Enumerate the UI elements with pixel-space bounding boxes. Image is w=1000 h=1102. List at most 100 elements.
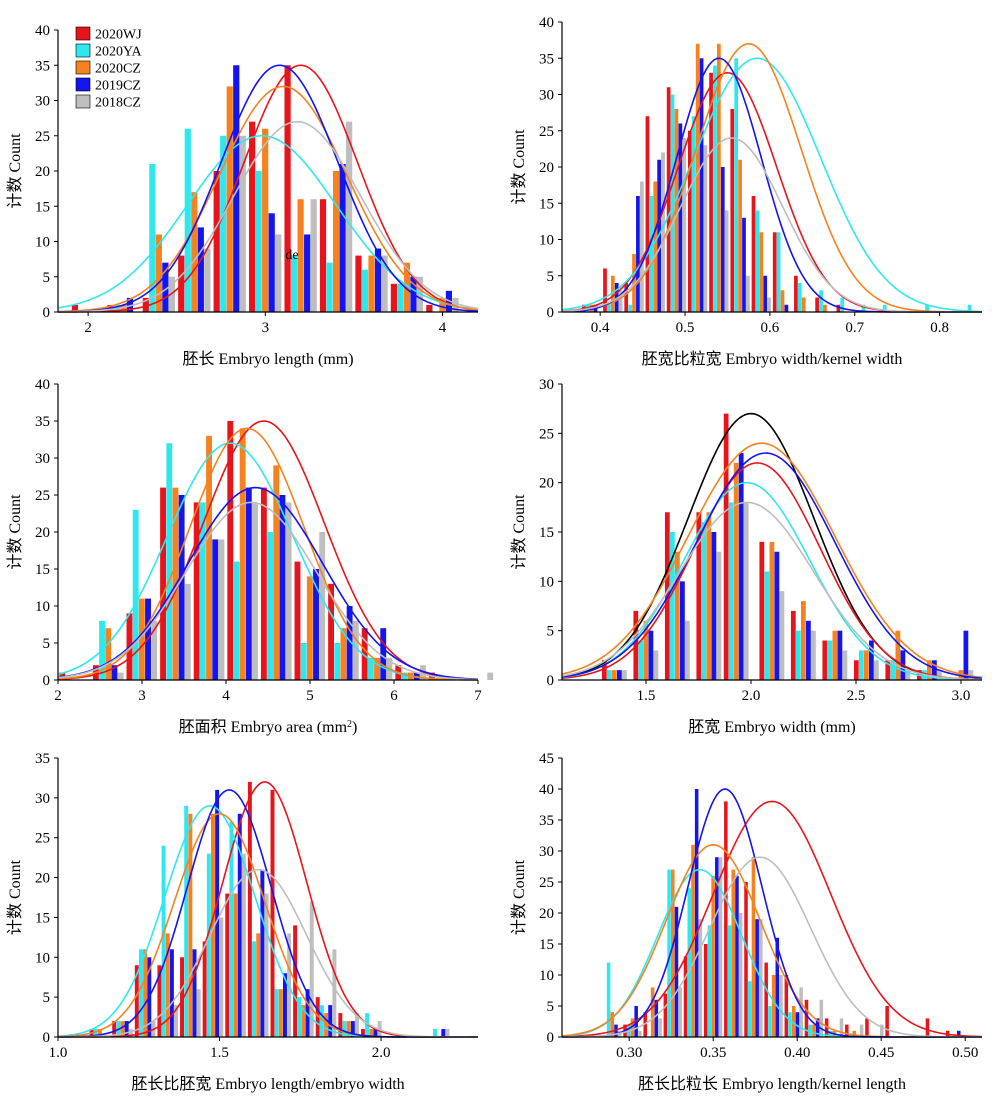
bar: [285, 502, 292, 680]
bar: [149, 163, 156, 312]
bar: [178, 495, 185, 680]
chart-panel-3: 0 5 10 15 20 25 30 35 40 2 3 4 5 6 7 计数 Count 胚面积 Embryo…: [6, 377, 494, 736]
bar: [925, 1018, 930, 1037]
bar: [126, 297, 134, 312]
bar: [294, 561, 301, 680]
bar: [865, 1018, 869, 1037]
bar: [241, 853, 246, 1037]
bar: [709, 72, 713, 312]
legend-label: 2020CZ: [95, 62, 141, 77]
y-tick-label: 20: [35, 525, 50, 541]
bar: [128, 1029, 133, 1037]
bar: [895, 630, 901, 680]
x-axis-label: 胚长比粒长 Embryo length/kernel length: [638, 1075, 906, 1093]
bar: [845, 1024, 849, 1037]
bar: [166, 443, 173, 680]
y-tick-label: 40: [539, 15, 554, 31]
bar: [452, 297, 459, 312]
bar: [622, 670, 627, 680]
y-tick-label: 15: [35, 910, 50, 926]
x-tick-label: 0.5: [676, 320, 695, 336]
bar: [112, 1021, 117, 1037]
bar: [731, 869, 736, 1037]
bar: [885, 660, 891, 680]
y-tick-label: 10: [35, 950, 50, 966]
x-axis-label: 胚宽比粒宽 Embryo width/kernel width: [642, 350, 903, 368]
bar: [328, 1005, 333, 1037]
bar: [267, 532, 273, 680]
fit-curve: [57, 64, 479, 313]
bar: [767, 297, 771, 312]
bar: [694, 789, 699, 1037]
annotation: de: [285, 248, 298, 263]
y-tick-label: 10: [539, 574, 554, 590]
bar: [685, 620, 690, 680]
x-tick-label: 5: [306, 688, 314, 704]
y-tick-label: 20: [539, 160, 554, 176]
bar: [967, 304, 972, 312]
bar: [717, 43, 721, 312]
bar: [196, 989, 201, 1037]
bar: [369, 1029, 374, 1037]
x-tick-label: 2.0: [742, 688, 761, 704]
bar: [804, 999, 809, 1037]
bar: [169, 949, 174, 1037]
bar: [667, 869, 671, 1037]
bar: [775, 937, 780, 1037]
bar: [155, 234, 162, 312]
bar: [403, 262, 411, 312]
fit-curve: [561, 856, 982, 1038]
bar: [800, 601, 806, 680]
bar: [218, 539, 225, 680]
bar: [763, 275, 768, 312]
bar: [650, 987, 655, 1037]
bar: [603, 268, 607, 312]
y-tick-label: 5: [43, 636, 51, 652]
y-tick-label: 25: [539, 875, 554, 891]
bar: [842, 650, 848, 680]
bar: [724, 210, 729, 312]
bar: [882, 304, 887, 312]
bar: [680, 581, 685, 680]
bar: [180, 957, 185, 1037]
bar: [779, 591, 785, 680]
bar: [157, 965, 162, 1037]
bar: [206, 435, 212, 680]
y-tick-label: 30: [539, 844, 554, 860]
x-tick-label: 2: [84, 320, 92, 336]
bar: [219, 917, 224, 1037]
bar: [310, 199, 317, 312]
fit-curve: [561, 501, 983, 681]
chart-panel-6: 0 5 10 15 20 25 30 35 40 45 0.30 0.35 0.40 0.45 0.50 计数…: [510, 751, 983, 1093]
bar: [925, 304, 929, 312]
bar: [755, 919, 759, 1037]
y-tick-label: 20: [539, 906, 554, 922]
y-tick-label: 45: [539, 751, 554, 767]
bar: [611, 670, 617, 680]
bar: [373, 1029, 378, 1037]
x-tick-label: 0.40: [784, 1045, 810, 1061]
y-tick-label: 30: [35, 451, 50, 467]
y-tick-label: 20: [35, 871, 50, 887]
fit-curve: [561, 57, 983, 313]
x-axis-label: 胚长比胚宽 Embryo length/embryo width: [131, 1075, 404, 1093]
legend-label: 2020WJ: [95, 28, 142, 43]
bar: [723, 413, 729, 680]
fit-curve: [561, 71, 982, 313]
bar: [638, 1030, 642, 1037]
bar: [674, 109, 679, 312]
bar: [824, 1018, 829, 1037]
bar: [260, 869, 265, 1037]
bar: [138, 598, 145, 680]
bar: [213, 171, 220, 312]
bar: [324, 1013, 329, 1037]
bar: [193, 502, 200, 680]
bar: [863, 650, 869, 680]
bar: [297, 199, 304, 312]
fit-curve: [561, 481, 983, 681]
fit-curve: [561, 42, 983, 313]
chart-panel-5: 0 5 10 15 20 25 30 35 1.0 1.5 2.0 计数 Count 胚长比胚宽 Emb…: [6, 751, 478, 1093]
bar: [701, 522, 707, 680]
x-axis-label: 胚面积 Embryo area (mm2): [179, 718, 358, 736]
x-axis-label-end: ): [352, 719, 357, 736]
